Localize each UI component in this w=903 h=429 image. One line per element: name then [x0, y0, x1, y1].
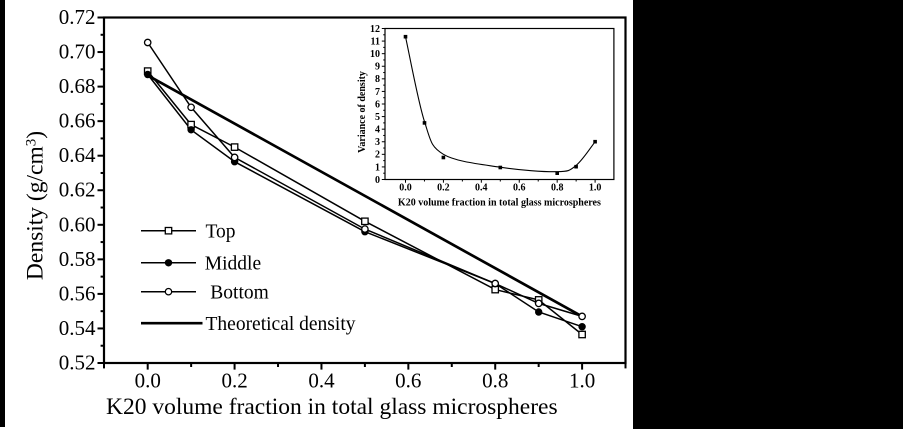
svg-text:Variance of density: Variance of density — [357, 71, 368, 153]
svg-text:0.0: 0.0 — [135, 369, 161, 393]
svg-text:K20 volume fraction in total g: K20 volume fraction in total glass micro… — [398, 198, 601, 209]
svg-text:0.6: 0.6 — [513, 182, 526, 193]
svg-text:0.72: 0.72 — [59, 5, 96, 29]
svg-text:0.52: 0.52 — [59, 351, 96, 375]
svg-text:Density (g/cm3): Density (g/cm3) — [23, 131, 49, 280]
svg-text:0.4: 0.4 — [308, 369, 335, 393]
svg-text:12: 12 — [370, 24, 380, 35]
svg-text:Bottom: Bottom — [210, 283, 269, 304]
svg-text:1: 1 — [375, 162, 380, 173]
svg-text:0.60: 0.60 — [59, 212, 96, 236]
svg-text:0.70: 0.70 — [59, 40, 96, 64]
svg-text:0.58: 0.58 — [59, 247, 96, 271]
svg-text:0.2: 0.2 — [437, 182, 450, 193]
svg-text:0.2: 0.2 — [221, 369, 247, 393]
svg-text:0.6: 0.6 — [395, 369, 421, 393]
svg-text:Theoretical density: Theoretical density — [206, 314, 356, 335]
svg-text:Middle: Middle — [205, 254, 261, 275]
svg-text:11: 11 — [371, 37, 380, 48]
svg-text:0.64: 0.64 — [59, 143, 96, 167]
svg-text:0: 0 — [375, 175, 380, 186]
svg-text:0.66: 0.66 — [59, 109, 96, 133]
svg-text:0.62: 0.62 — [59, 178, 96, 202]
svg-text:6: 6 — [375, 99, 380, 110]
svg-text:10: 10 — [370, 49, 380, 60]
svg-text:0.0: 0.0 — [399, 182, 412, 193]
svg-text:0.56: 0.56 — [59, 281, 96, 305]
svg-text:1.0: 1.0 — [589, 182, 602, 193]
svg-text:3: 3 — [375, 137, 380, 148]
svg-text:8: 8 — [375, 74, 380, 85]
svg-text:7: 7 — [375, 87, 380, 98]
svg-text:0.8: 0.8 — [482, 369, 508, 393]
svg-text:5: 5 — [375, 112, 380, 123]
svg-text:0.68: 0.68 — [59, 74, 96, 98]
svg-text:2: 2 — [375, 150, 380, 161]
svg-text:0.4: 0.4 — [475, 182, 488, 193]
svg-text:0.54: 0.54 — [59, 316, 96, 340]
svg-text:0.8: 0.8 — [551, 182, 564, 193]
svg-text:9: 9 — [375, 62, 380, 73]
svg-text:K20 volume fraction in total g: K20 volume fraction in total glass micro… — [106, 394, 558, 420]
svg-text:1.0: 1.0 — [569, 369, 595, 393]
svg-text:4: 4 — [375, 125, 380, 136]
svg-text:Top: Top — [206, 222, 236, 243]
